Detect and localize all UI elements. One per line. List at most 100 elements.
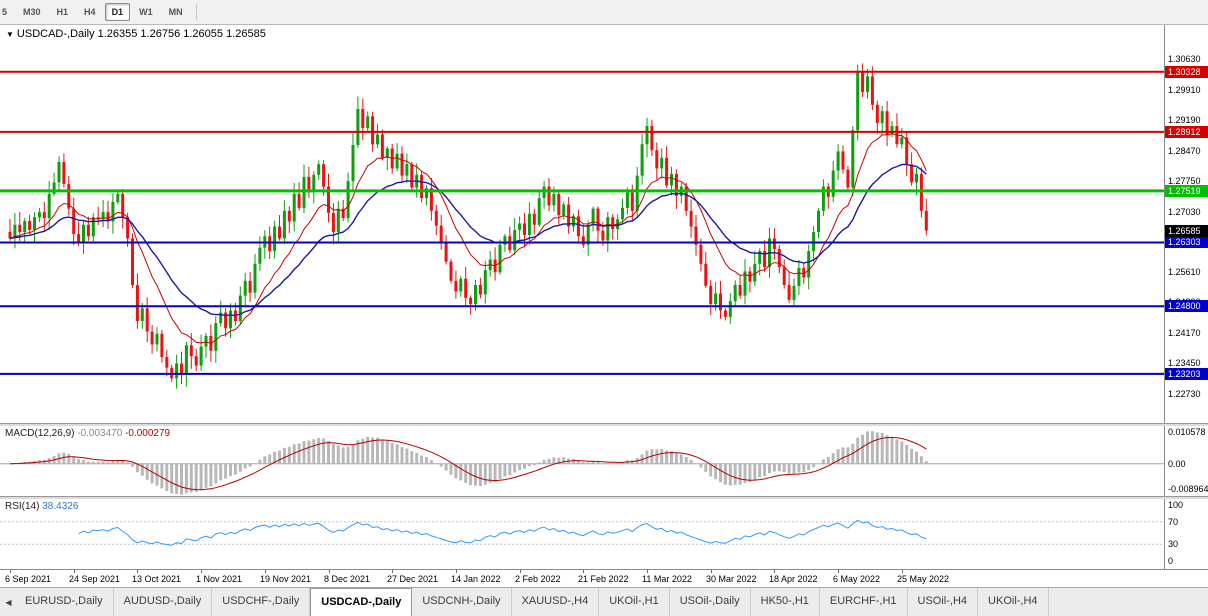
chart-tab-eurchf-h1[interactable]: EURCHF-,H1 [820, 588, 908, 616]
chart-tab-ukoil-h1[interactable]: UKOil-,H1 [599, 588, 670, 616]
price-tick: 1.22730 [1168, 389, 1201, 399]
tabs-scroll-left-icon[interactable]: ◀ [5, 597, 12, 607]
date-label: 2 Feb 2022 [515, 574, 561, 584]
hline-price-label: 1.28912 [1165, 126, 1208, 138]
chart-tab-usdcnh-daily[interactable]: USDCNH-,Daily [412, 588, 512, 616]
date-tick [456, 570, 457, 573]
date-tick [838, 570, 839, 573]
current-price-label: 1.26585 [1165, 225, 1208, 237]
macd-axis: 0.010578 0.00 -0.008964 [1164, 426, 1208, 496]
timeframe-toolbar: 5 M30 H1 H4 D1 W1 MN [0, 0, 1208, 25]
date-axis: 6 Sep 2021 24 Sep 2021 13 Oct 2021 1 Nov 20… [0, 569, 1208, 587]
rsi-tick: 30 [1168, 539, 1179, 549]
price-tick: 1.29910 [1168, 85, 1201, 95]
hline-price-label: 1.27519 [1165, 185, 1208, 197]
chart-tab-audusd-daily[interactable]: AUDUSD-,Daily [114, 588, 213, 616]
hline-price-label: 1.24800 [1165, 300, 1208, 312]
rsi-axis: 100 70 30 0 [1164, 499, 1208, 569]
chart-tab-usoil-daily[interactable]: USOil-,Daily [670, 588, 751, 616]
date-label: 30 Mar 2022 [706, 574, 757, 584]
macd-panel-splitter[interactable] [0, 423, 1208, 426]
rsi-name: RSI(14) [5, 501, 40, 512]
timeframe-button-h4[interactable]: H4 [77, 3, 103, 21]
rsi-tick: 0 [1168, 556, 1174, 566]
price-tick: 1.28470 [1168, 146, 1201, 156]
macd-signal-value: -0.000279 [125, 428, 171, 439]
rsi-tick: 70 [1168, 517, 1179, 527]
price-tick: 1.27030 [1168, 207, 1201, 217]
chart-title: ▼ USDCAD-,Daily 1.26355 1.26756 1.26055 1… [6, 28, 266, 40]
price-tick: 1.25610 [1168, 267, 1201, 277]
toolbar-separator [195, 4, 197, 20]
macd-canvas[interactable] [0, 426, 1164, 496]
date-label: 14 Jan 2022 [451, 574, 501, 584]
chart-tab-usdcad-daily[interactable]: USDCAD-,Daily [310, 588, 413, 616]
date-tick [329, 570, 330, 573]
hline-price-label: 1.30328 [1165, 66, 1208, 78]
macd-main-value: -0.003470 [77, 428, 123, 439]
date-tick [265, 570, 266, 573]
chart-tab-usdchf-daily[interactable]: USDCHF-,Daily [212, 588, 311, 616]
chart-tab-xauusd-h4[interactable]: XAUUSD-,H4 [512, 588, 600, 616]
macd-tick: 0.00 [1168, 459, 1186, 469]
price-tick: 1.27750 [1168, 176, 1201, 186]
hline-price-label: 1.23203 [1165, 368, 1208, 380]
rsi-label: RSI(14) 38.4326 [5, 501, 78, 512]
timeframe-button-h1[interactable]: H1 [50, 3, 76, 21]
rsi-canvas[interactable] [0, 499, 1164, 569]
chart-tab-ukoil-h4[interactable]: UKOil-,H4 [978, 588, 1049, 616]
date-tick [902, 570, 903, 573]
date-tick [74, 570, 75, 573]
chart-ohlc-values: 1.26355 1.26756 1.26055 1.26585 [97, 28, 266, 40]
rsi-panel: RSI(14) 38.4326 100 70 30 0 [0, 499, 1208, 569]
hline-price-label: 1.26303 [1165, 236, 1208, 248]
chart-tab-usoil-h4[interactable]: USOil-,H4 [908, 588, 979, 616]
timeframe-button-mn[interactable]: MN [162, 3, 190, 21]
date-label: 24 Sep 2021 [69, 574, 121, 584]
date-tick [774, 570, 775, 573]
date-label: 6 Sep 2021 [5, 574, 52, 584]
price-tick: 1.30630 [1168, 54, 1201, 64]
date-label: 25 May 2022 [897, 574, 950, 584]
date-tick [137, 570, 138, 573]
chart-tab-eurusd-daily[interactable]: EURUSD-,Daily [15, 588, 114, 616]
date-tick [10, 570, 11, 573]
date-label: 19 Nov 2021 [260, 574, 312, 584]
date-tick [647, 570, 648, 573]
rsi-plot[interactable]: RSI(14) 38.4326 [0, 499, 1164, 569]
date-tick [392, 570, 393, 573]
macd-panel: MACD(12,26,9) -0.003470 -0.000279 0.0105… [0, 426, 1208, 496]
date-label: 8 Dec 2021 [324, 574, 371, 584]
price-tick: 1.23450 [1168, 358, 1201, 368]
main-chart-canvas[interactable] [0, 25, 1164, 423]
date-label: 6 May 2022 [833, 574, 881, 584]
timeframe-button-d1[interactable]: D1 [104, 3, 131, 21]
price-tick: 1.24170 [1168, 328, 1201, 338]
timeframe-button-w1[interactable]: W1 [132, 3, 160, 21]
date-label: 27 Dec 2021 [387, 574, 439, 584]
chart-tabbar: ◀ EURUSD-,Daily AUDUSD-,Daily USDCHF-,Daily… [0, 587, 1208, 616]
rsi-value: 38.4326 [42, 501, 79, 512]
date-tick [583, 570, 584, 573]
rsi-tick: 100 [1168, 500, 1184, 510]
macd-plot[interactable]: MACD(12,26,9) -0.003470 -0.000279 [0, 426, 1164, 496]
date-label: 21 Feb 2022 [578, 574, 629, 584]
date-label: 11 Mar 2022 [642, 574, 692, 584]
date-label: 13 Oct 2021 [132, 574, 182, 584]
chart-tab-hk50-h1[interactable]: HK50-,H1 [751, 588, 820, 616]
date-tick [201, 570, 202, 573]
date-tick [520, 570, 521, 573]
timeframe-button-5[interactable]: 5 [0, 3, 14, 21]
price-axis: 1.30630 1.29910 1.29190 1.28470 1.27750 1.270… [1164, 25, 1208, 423]
chart-symbol-label: USDCAD-,Daily [16, 28, 95, 40]
rsi-panel-splitter[interactable] [0, 496, 1208, 499]
main-chart-plot[interactable]: ▼ USDCAD-,Daily 1.26355 1.26756 1.26055 1… [0, 25, 1164, 423]
date-label: 1 Nov 2021 [196, 574, 243, 584]
timeframe-button-m30[interactable]: M30 [16, 3, 48, 21]
macd-name: MACD(12,26,9) [5, 428, 75, 439]
date-label: 18 Apr 2022 [769, 574, 818, 584]
main-chart-panel: ▼ USDCAD-,Daily 1.26355 1.26756 1.26055 1… [0, 25, 1208, 423]
date-tick [711, 570, 712, 573]
price-tick: 1.29190 [1168, 115, 1201, 125]
chart-dropdown-icon[interactable]: ▼ [6, 30, 14, 39]
